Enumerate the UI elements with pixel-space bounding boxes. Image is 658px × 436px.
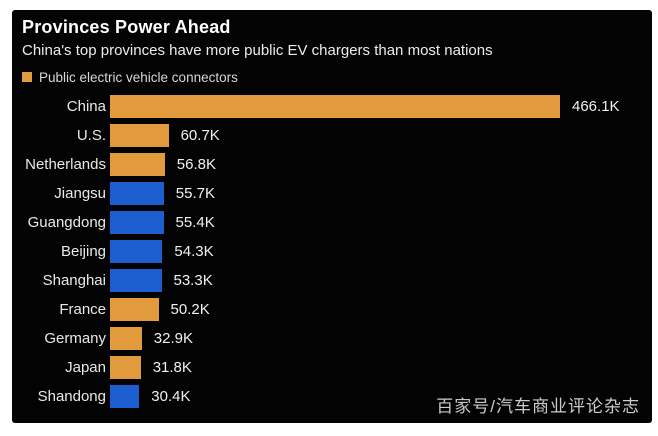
category-label: France <box>59 301 106 318</box>
category-label: Guangdong <box>27 214 106 231</box>
value-label: 55.4K <box>175 214 215 231</box>
legend-label: Public electric vehicle connectors <box>39 69 238 85</box>
category-label: Shandong <box>37 388 106 405</box>
category-label: Germany <box>44 330 106 347</box>
category-label: Beijing <box>60 243 106 260</box>
chart-row: France 50.2K <box>22 298 652 321</box>
bar <box>110 240 163 263</box>
value-label: 30.4K <box>151 388 191 405</box>
value-label: 53.3K <box>173 272 213 289</box>
bar <box>110 211 164 234</box>
chart-row: Netherlands 56.8K <box>22 153 652 176</box>
chart-row: Germany 32.9K <box>22 327 652 350</box>
chart-row: U.S. 60.7K <box>22 124 652 147</box>
bar <box>110 182 164 205</box>
category-label: China <box>66 98 106 115</box>
chart-row: China 466.1K <box>22 95 652 118</box>
value-label: 60.7K <box>180 127 220 144</box>
chart-row: Jiangsu 55.7K <box>22 182 652 205</box>
bar <box>110 269 162 292</box>
chart-row: Japan 31.8K <box>22 356 652 379</box>
category-label: U.S. <box>76 127 106 144</box>
legend: Public electric vehicle connectors <box>22 69 652 85</box>
legend-swatch-icon <box>22 72 32 82</box>
value-label: 50.2K <box>170 301 210 318</box>
bar <box>110 95 560 118</box>
value-label: 31.8K <box>152 359 192 376</box>
category-label: Jiangsu <box>54 185 106 202</box>
category-label: Netherlands <box>25 156 106 173</box>
chart-row: Shanghai 53.3K <box>22 269 652 292</box>
value-label: 32.9K <box>153 330 193 347</box>
chart-row: Beijing 54.3K <box>22 240 652 263</box>
value-label: 56.8K <box>176 156 216 173</box>
value-label: 466.1K <box>572 98 620 115</box>
chart-row: Shandong 30.4K <box>22 385 652 408</box>
bar-chart: China 466.1K U.S. 60.7K Netherlands 56.8K Jian… <box>22 95 652 408</box>
chart-title: Provinces Power Ahead <box>22 17 231 37</box>
chart-subtitle: China's top provinces have more public E… <box>22 41 493 59</box>
bar <box>110 385 140 408</box>
category-label: Japan <box>65 359 106 376</box>
bar <box>110 124 169 147</box>
value-label: 55.7K <box>175 185 215 202</box>
bar <box>110 327 142 350</box>
chart-panel: Provinces Power Ahead China's top provin… <box>12 10 652 423</box>
watermark-text: 百家号/汽车商业评论杂志 <box>436 397 640 416</box>
bar <box>110 153 165 176</box>
value-label: 54.3K <box>174 243 214 260</box>
category-label: Shanghai <box>42 272 106 289</box>
chart-rows: China 466.1K U.S. 60.7K Netherlands 56.8K Jian… <box>22 95 652 408</box>
bar <box>110 356 141 379</box>
bar <box>110 298 159 321</box>
chart-row: Guangdong 55.4K <box>22 211 652 234</box>
